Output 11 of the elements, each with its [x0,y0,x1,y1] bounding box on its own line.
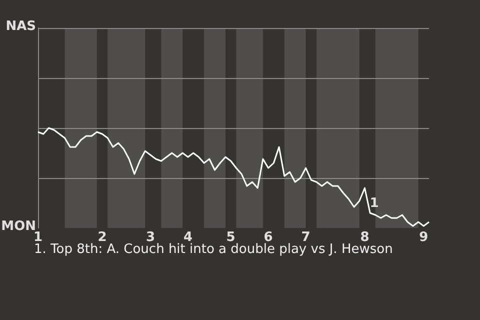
x-tick-label: 8 [360,230,370,245]
x-tick-label: 4 [183,230,192,245]
x-tick-label: 6 [264,230,273,245]
x-tick-label: 9 [419,230,428,245]
text: 1. Top 8th: A. Couch hit into a double play vs J. Hewson [34,242,393,257]
x-tick-label: 7 [301,230,310,245]
x-tick-label: 3 [146,230,156,245]
annotation: 1 [370,196,379,211]
text: NAS [6,19,36,34]
x-tick-label: 2 [98,230,107,245]
x-tick-label: 5 [226,230,236,245]
